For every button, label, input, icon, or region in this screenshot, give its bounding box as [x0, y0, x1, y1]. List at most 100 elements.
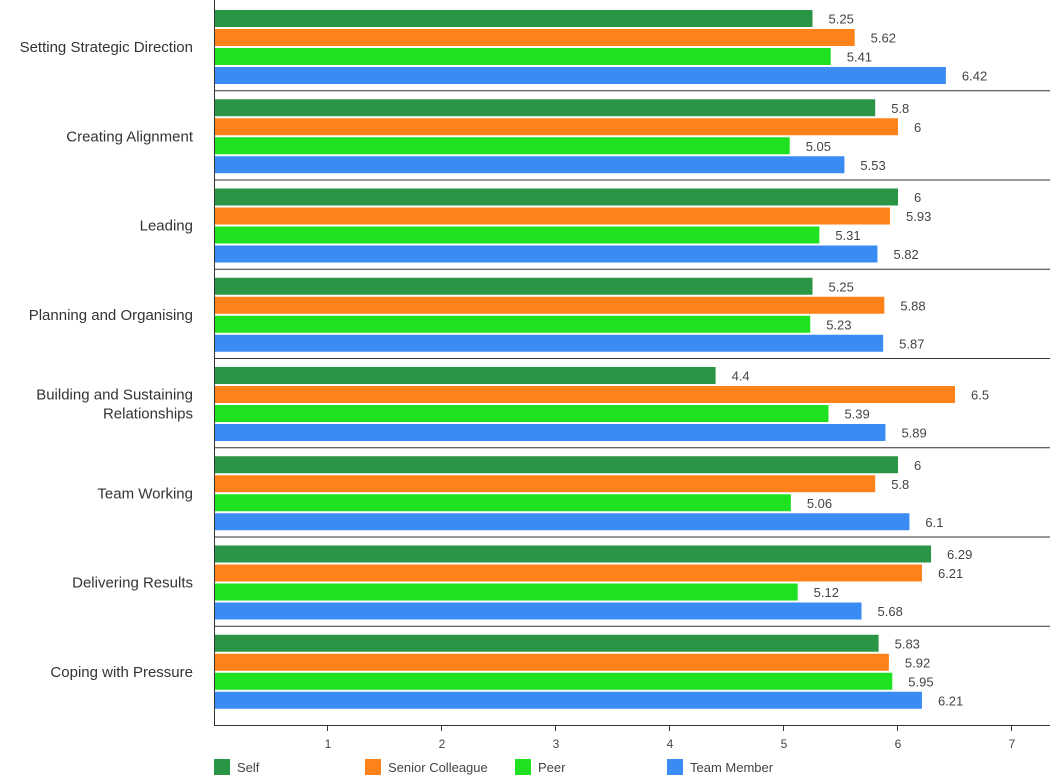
x-tick-label: 5: [781, 737, 788, 751]
value-label: 5.83: [895, 636, 920, 651]
bar-self: [215, 99, 876, 117]
bar-team-member: [215, 691, 922, 709]
bar-self: [215, 545, 932, 563]
bar-team-member: [215, 334, 884, 352]
value-label: 5.92: [905, 655, 930, 670]
category-separators: [214, 90, 1050, 627]
value-label: 5.39: [844, 407, 869, 422]
value-label: 5.25: [829, 12, 854, 27]
bar-peer: [215, 48, 831, 65]
category-label-line: Team Working: [97, 485, 193, 502]
category-label: Team Working: [97, 485, 193, 502]
category-label: Planning and Organising: [29, 307, 193, 324]
value-label: 6.21: [938, 566, 963, 581]
legend-label: Team Member: [690, 760, 774, 775]
value-label: 6.5: [971, 388, 989, 403]
value-label: 6: [914, 190, 921, 205]
bar-senior-colleague: [215, 118, 898, 136]
bar-self: [215, 277, 813, 295]
legend-swatch: [515, 759, 531, 775]
bar-team-member: [215, 513, 910, 531]
legend-label: Peer: [538, 760, 566, 775]
category-label: Leading: [140, 218, 193, 235]
bar-peer: [215, 315, 811, 333]
x-tick-label: 4: [667, 737, 674, 751]
value-label: 5.89: [901, 426, 926, 441]
value-label: 5.53: [860, 158, 885, 173]
bar-peer: [215, 226, 820, 244]
value-label: 5.25: [829, 279, 854, 294]
bar-team-member: [215, 602, 862, 620]
legend-label: Senior Colleague: [388, 760, 488, 775]
bar-senior-colleague: [215, 386, 955, 403]
category-labels: Setting Strategic Direction Creating Alig…: [20, 39, 194, 681]
value-label: 5.05: [806, 139, 831, 154]
bar-senior-colleague: [215, 29, 855, 46]
value-label: 6.1: [925, 515, 943, 530]
category-label: Coping with Pressure: [50, 664, 193, 681]
x-tick-label: 1: [325, 737, 332, 751]
bar-self: [215, 456, 898, 474]
value-label: 5.23: [826, 317, 851, 332]
value-label: 5.8: [891, 101, 909, 116]
value-label: 5.41: [847, 50, 872, 65]
x-tick-label: 7: [1009, 737, 1016, 751]
value-label: 5.62: [871, 31, 896, 46]
x-tick-label: 3: [553, 737, 560, 751]
value-label: 5.88: [900, 298, 925, 313]
value-label: 5.68: [878, 604, 903, 619]
bar-peer: [215, 583, 798, 601]
category-label-line: Delivering Results: [72, 575, 193, 592]
value-labels: 5.25 5.62 5.41 6.42 5.8 6 5.05 5.53 6 5.93 5.31 5.8…: [732, 12, 989, 709]
bar-peer: [215, 494, 791, 512]
value-label: 6: [914, 458, 921, 473]
value-label: 5.95: [908, 674, 933, 689]
category-label-line: Creating Alignment: [66, 128, 194, 145]
bar-team-member: [215, 67, 946, 84]
value-label: 5.31: [835, 228, 860, 243]
value-label: 5.8: [891, 477, 909, 492]
bar-peer: [215, 672, 893, 690]
category-label: Building and Sustaining Relationships: [36, 387, 193, 423]
legend-swatch: [214, 759, 230, 775]
bar-senior-colleague: [215, 653, 889, 671]
bar-peer: [215, 137, 790, 155]
x-tick-label: 2: [439, 737, 446, 751]
category-label-line: Planning and Organising: [29, 307, 193, 324]
bar-self: [215, 188, 898, 206]
category-label-line: Leading: [140, 218, 193, 235]
bar-senior-colleague: [215, 475, 876, 493]
bar-senior-colleague: [215, 296, 885, 314]
legend: Self Senior Colleague Peer Team Member: [214, 759, 774, 775]
category-label-line: Building and Sustaining: [36, 387, 193, 404]
category-label: Delivering Results: [72, 575, 193, 592]
bars: [215, 10, 955, 709]
value-label: 6: [914, 120, 921, 135]
bar-senior-colleague: [215, 207, 891, 225]
bar-self: [215, 367, 716, 384]
value-label: 6.21: [938, 693, 963, 708]
bar-team-member: [215, 245, 878, 263]
x-tick-label: 6: [895, 737, 902, 751]
value-label: 5.87: [899, 336, 924, 351]
category-label-line: Setting Strategic Direction: [20, 39, 193, 56]
bar-peer: [215, 405, 829, 422]
category-label: Setting Strategic Direction: [20, 39, 193, 56]
category-label-line: Coping with Pressure: [50, 664, 193, 681]
bar-senior-colleague: [215, 564, 922, 582]
legend-swatch: [667, 759, 683, 775]
value-label: 5.12: [814, 585, 839, 600]
bar-self: [215, 10, 813, 27]
value-label: 6.42: [962, 69, 987, 84]
value-label: 4.4: [732, 369, 750, 384]
value-label: 5.82: [893, 247, 918, 262]
x-axis-ticks: 1 2 3 4 5 6 7: [325, 726, 1016, 751]
value-label: 5.06: [807, 496, 832, 511]
legend-swatch: [365, 759, 381, 775]
bar-team-member: [215, 156, 845, 174]
bar-self: [215, 634, 879, 652]
bar-team-member: [215, 424, 886, 441]
value-label: 5.93: [906, 209, 931, 224]
value-label: 6.29: [947, 547, 972, 562]
